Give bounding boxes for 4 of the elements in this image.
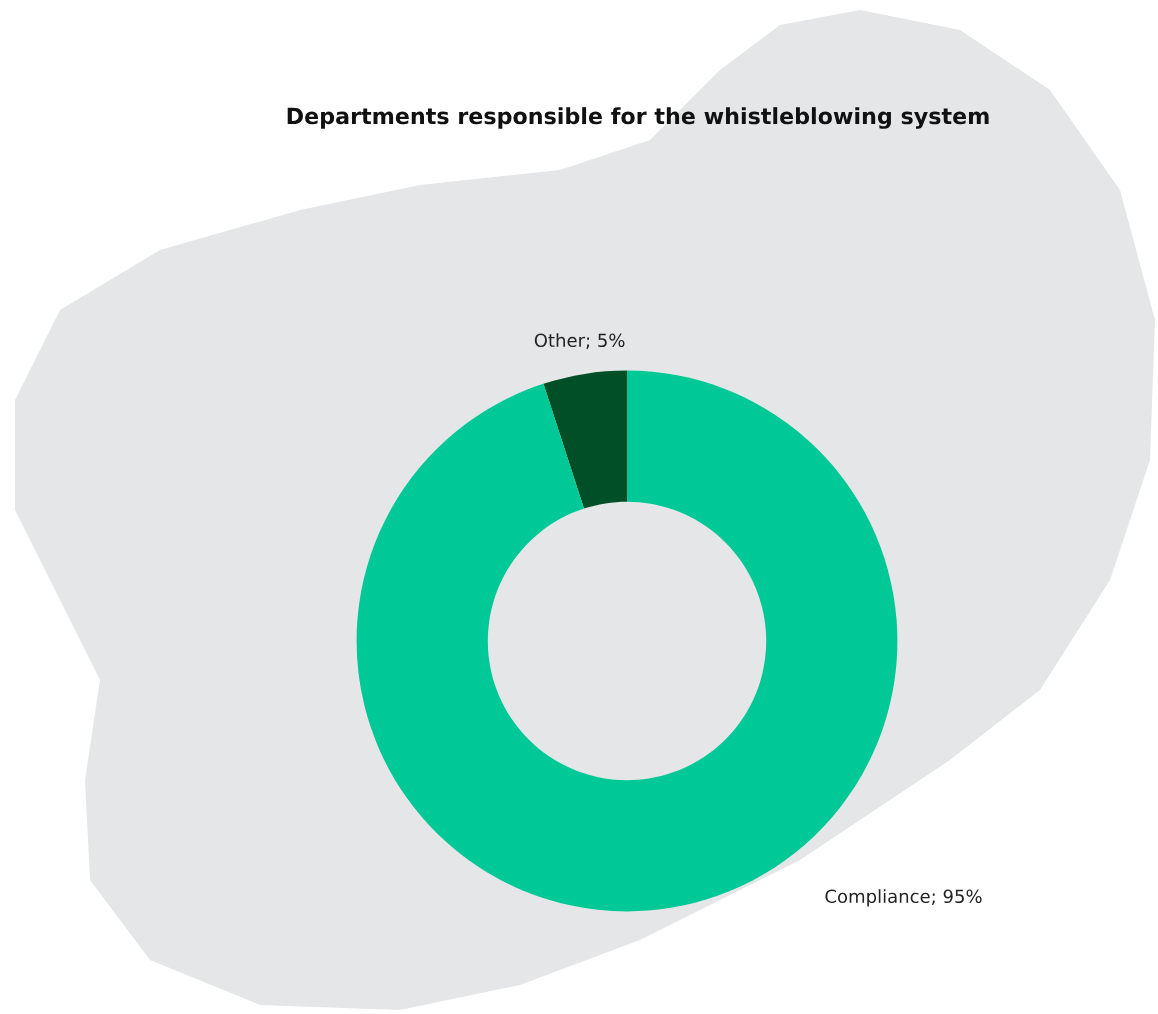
chart-title: Departments responsible for the whistleblowing system [287,107,989,129]
slice-label: Other; 5% [534,333,625,349]
donut-slice [543,370,627,509]
slice-label: Compliance; 95% [825,889,982,907]
